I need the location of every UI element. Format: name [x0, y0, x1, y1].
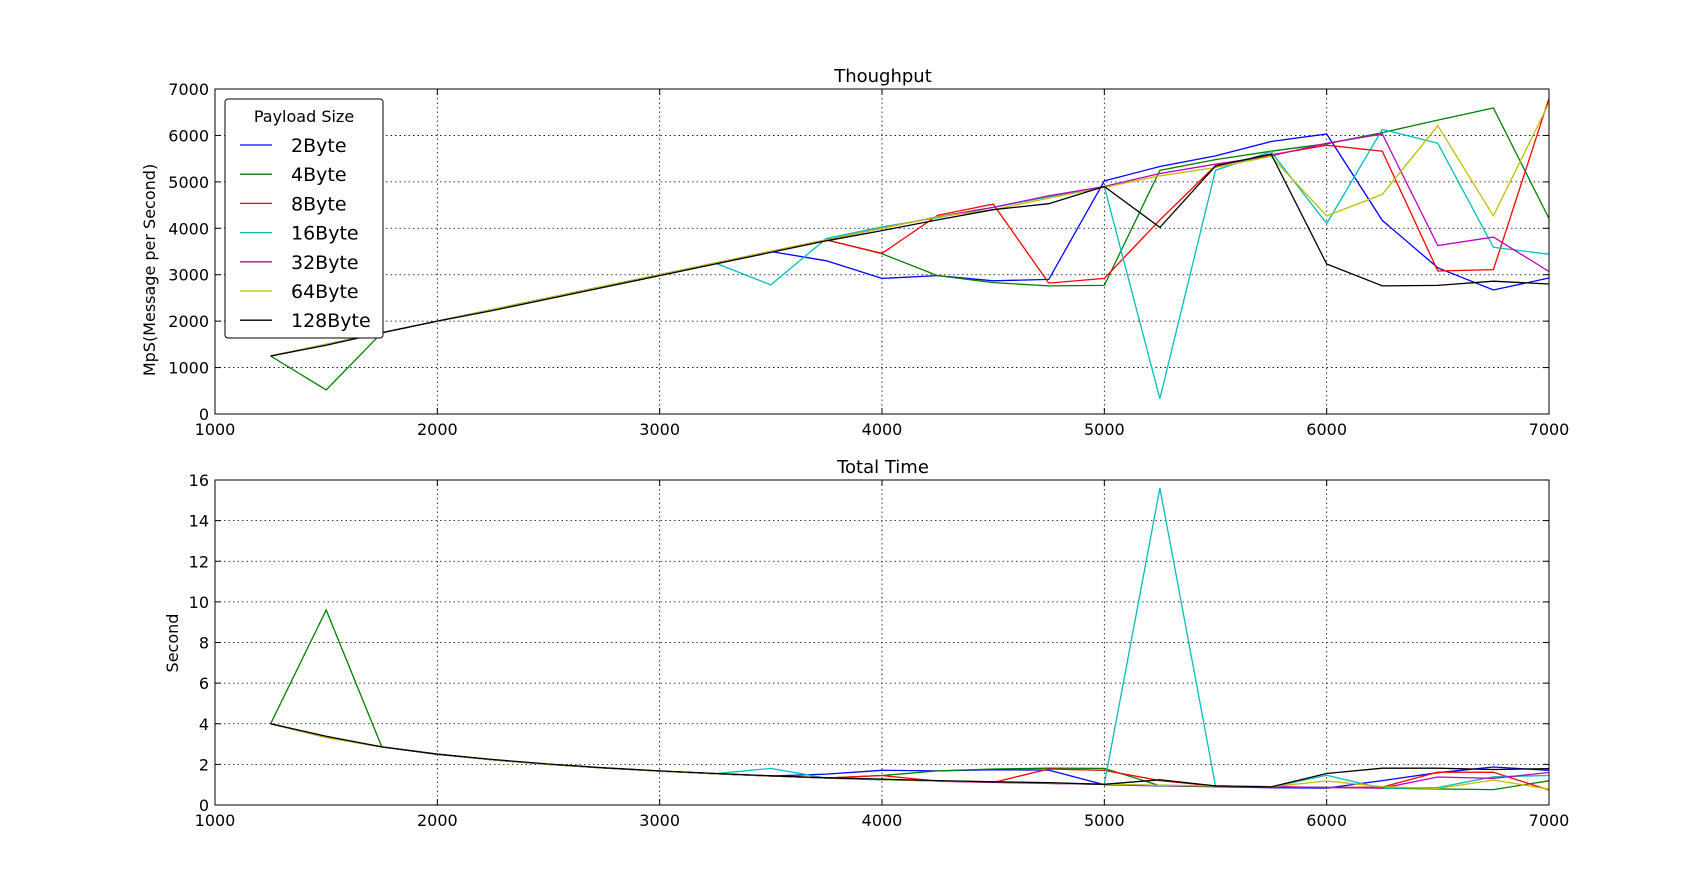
x-tick-label: 4000 [862, 811, 903, 830]
y-tick-label: 14 [189, 512, 209, 531]
legend-label-2byte: 2Byte [291, 135, 347, 157]
x-tick-label: 6000 [1306, 420, 1347, 439]
y-axis-label: MpS(Message per Second) [140, 164, 159, 376]
y-tick-label: 0 [199, 796, 209, 815]
x-tick-label: 7000 [1529, 811, 1570, 830]
y-tick-label: 4 [199, 715, 209, 734]
chart-title: Thoughput [833, 66, 932, 87]
x-tick-label: 5000 [1084, 811, 1125, 830]
x-tick-label: 2000 [417, 811, 458, 830]
legend-title: Payload Size [254, 107, 354, 126]
series-lines [270, 98, 1550, 399]
x-tick-label: 1000 [195, 420, 236, 439]
x-tick-label: 3000 [639, 811, 680, 830]
y-tick-label: 8 [199, 634, 209, 653]
y-tick-label: 6 [199, 674, 209, 693]
x-tick-label: 3000 [639, 420, 680, 439]
series-lines [270, 487, 1550, 791]
y-tick-label: 2000 [168, 312, 209, 331]
chart-title: Total Time [836, 457, 929, 478]
legend-label-128byte: 128Byte [291, 310, 371, 332]
throughput-chart: Thoughput MpS(Message per Second) 1000 20… [140, 66, 1569, 439]
y-tick-label: 3000 [168, 266, 209, 285]
y-tick-label: 5000 [168, 173, 209, 192]
x-tick-label: 2000 [417, 420, 458, 439]
y-tick-label: 1000 [168, 359, 209, 378]
x-tick-label: 1000 [195, 811, 236, 830]
x-tick-label: 6000 [1306, 811, 1347, 830]
total-time-chart: Total Time Second 1000 2000 3000 4000 5000 60… [163, 457, 1569, 830]
legend-label-32byte: 32Byte [291, 252, 359, 274]
legend-items: 2Byte 4Byte 8Byte 16Byte 32Byte 64Byte 128Byte [240, 135, 371, 332]
y-tick-label: 0 [199, 405, 209, 424]
y-axis-label: Second [163, 614, 182, 673]
y-tick-label: 2 [199, 755, 209, 774]
x-tick-label: 7000 [1529, 420, 1570, 439]
axis-ticks: 1000 2000 3000 4000 5000 6000 7000010002000300… [168, 80, 1569, 439]
legend-box [224, 98, 384, 339]
legend-label-8byte: 8Byte [291, 193, 347, 215]
y-tick-label: 10 [189, 593, 209, 612]
series-line-128byte [270, 153, 1550, 357]
axis-ticks: 1000 2000 3000 4000 5000 6000 7000 0 2 4 6 8 10 12 14 1… [189, 471, 1570, 830]
series-line-128byte [270, 723, 1550, 788]
legend-label-16byte: 16Byte [291, 223, 359, 245]
legend: Payload Size 2Byte 4Byte 8Byte 16Byte 32Byte… [224, 98, 384, 339]
legend-label-4byte: 4Byte [291, 164, 347, 186]
legend-label-64byte: 64Byte [291, 281, 359, 303]
y-tick-label: 16 [189, 471, 209, 490]
x-tick-label: 5000 [1084, 420, 1125, 439]
series-line-64byte [270, 102, 1550, 357]
x-tick-label: 4000 [862, 420, 903, 439]
grid-lines [215, 480, 1549, 805]
y-tick-label: 4000 [168, 219, 209, 238]
y-tick-label: 7000 [168, 80, 209, 99]
y-tick-label: 6000 [168, 126, 209, 145]
y-tick-label: 12 [189, 552, 209, 571]
